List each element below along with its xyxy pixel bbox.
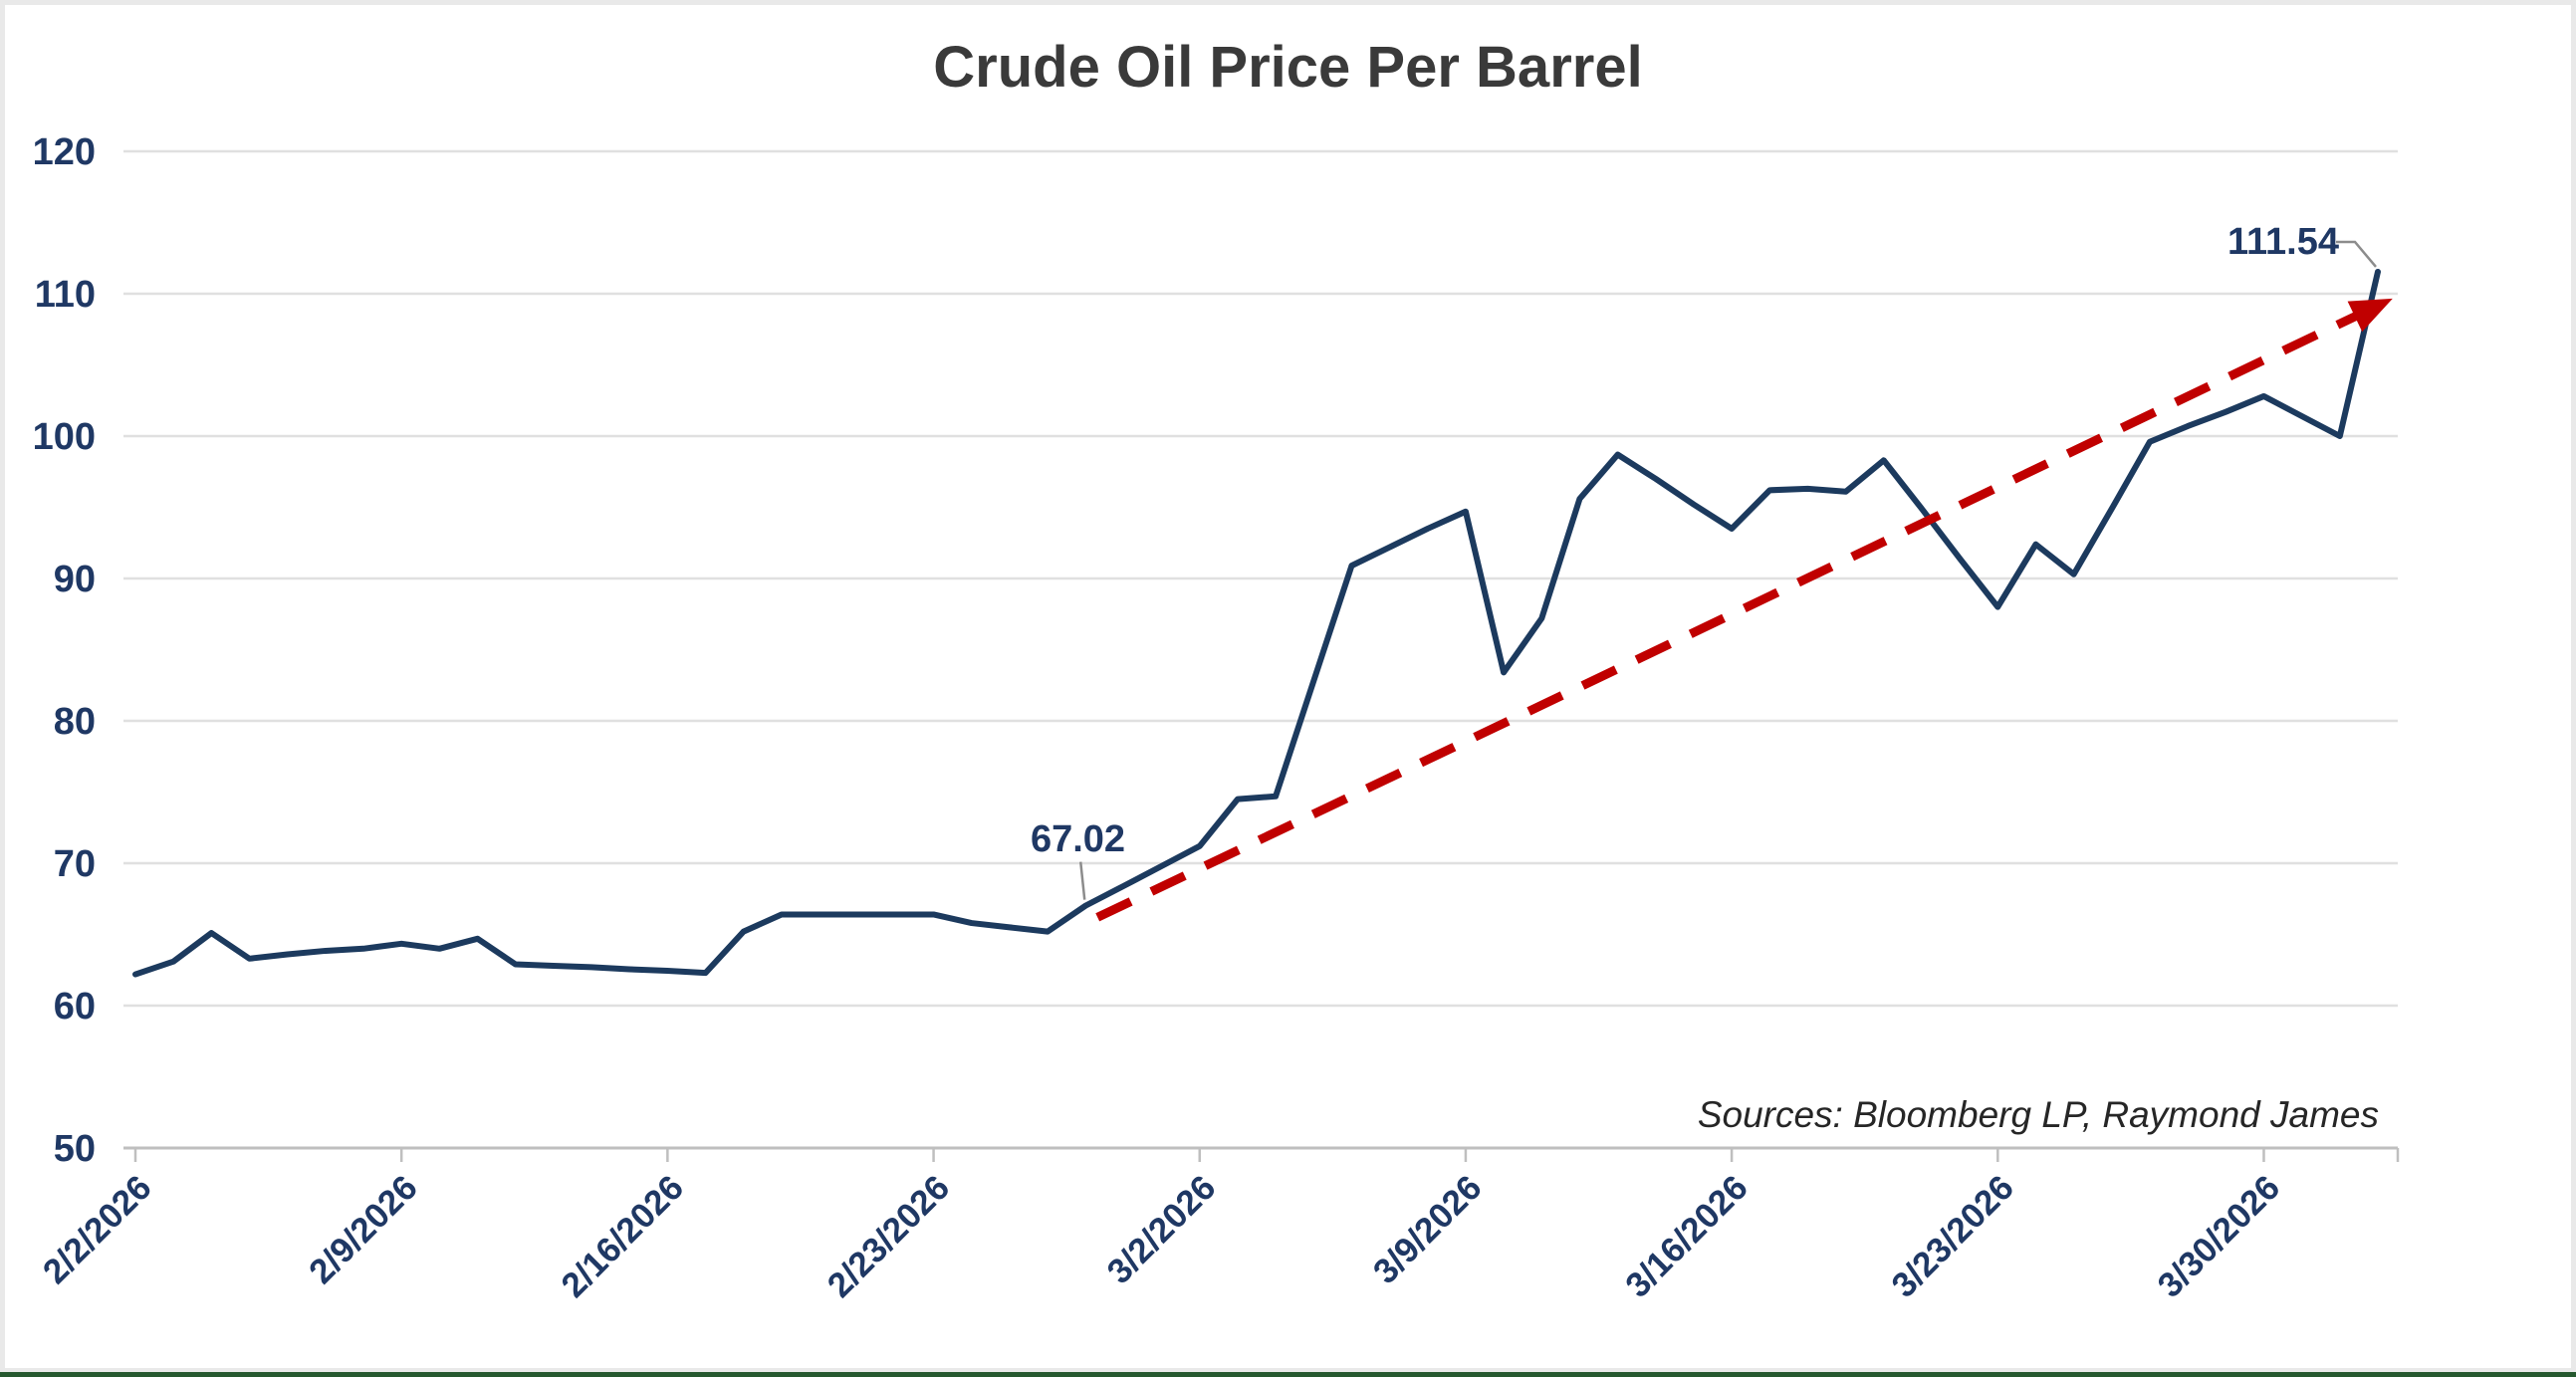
y-tick-label: 50 [54, 1128, 96, 1170]
x-tick-label: 3/16/2026 [1618, 1168, 1756, 1305]
x-tick-label: 2/23/2026 [820, 1168, 958, 1305]
y-tick-label: 60 [54, 986, 96, 1028]
x-tick-label: 3/23/2026 [1884, 1168, 2021, 1305]
x-tick-label: 3/9/2026 [1366, 1168, 1490, 1291]
y-tick-label: 90 [54, 559, 96, 600]
y-tick-label: 80 [54, 701, 96, 743]
annotation-low-value: 67.02 [1030, 818, 1126, 860]
callout-line-low [1078, 861, 1086, 900]
x-tick-label: 2/2/2026 [36, 1168, 159, 1291]
annotation-high-value: 111.54 [2226, 221, 2340, 263]
chart-title: Crude Oil Price Per Barrel [933, 35, 1643, 100]
x-tick-label: 3/30/2026 [2150, 1168, 2287, 1305]
x-tick-label: 3/2/2026 [1099, 1168, 1223, 1291]
y-tick-label: 120 [33, 131, 96, 173]
x-tick-label: 2/9/2026 [302, 1168, 425, 1291]
y-tick-label: 70 [54, 843, 96, 885]
y-tick-label: 100 [33, 416, 96, 458]
x-tick-label: 2/16/2026 [554, 1168, 691, 1305]
price-line [132, 268, 2381, 978]
trend-line [1095, 298, 2393, 922]
y-tick-label: 110 [35, 274, 96, 316]
source-note: Sources: Bloomberg LP, Raymond James [1697, 1094, 2379, 1135]
callout-line-high [2336, 240, 2377, 268]
frame-bottom-green-bar [0, 1372, 2576, 1377]
frame-bottom-gray-strip [0, 1368, 2576, 1372]
